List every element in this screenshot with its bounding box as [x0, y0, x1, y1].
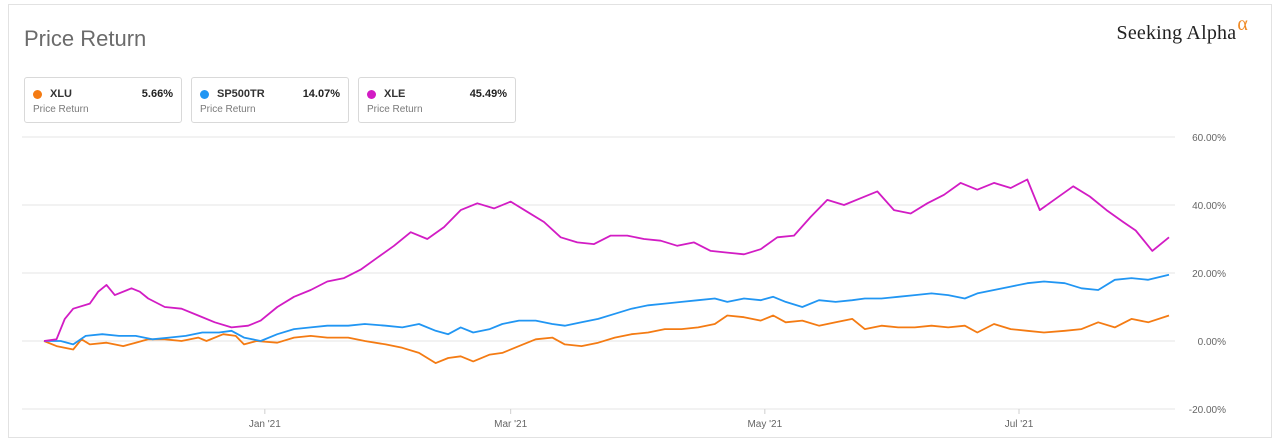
series-dot-icon [367, 89, 376, 99]
y-tick-label: 60.00% [1192, 133, 1226, 144]
series-line-xlu [43, 314, 1170, 364]
legend-value: 45.49% [469, 88, 507, 100]
legend-subtitle: Price Return [33, 104, 89, 115]
legend-symbol: XLE [384, 88, 406, 100]
legend-value: 5.66% [141, 88, 173, 100]
x-tick-label: May '21 [747, 419, 782, 430]
x-tick-label: Jul '21 [1005, 419, 1034, 430]
series-dot-icon [200, 89, 209, 99]
legend-value: 14.07% [302, 88, 340, 100]
legend-subtitle: Price Return [200, 104, 256, 115]
y-tick-label: 40.00% [1192, 201, 1226, 212]
series-line-xle [43, 178, 1170, 342]
y-tick-label: -20.00% [1189, 405, 1226, 416]
legend-card-xlu[interactable]: XLU 5.66% Price Return [24, 77, 182, 123]
series-line-sp500tr [44, 273, 1170, 346]
legend: XLU 5.66% Price Return SP500TR 14.07% Pr… [24, 77, 516, 123]
x-tick-label: Mar '21 [494, 419, 527, 430]
series-dot-icon [33, 89, 42, 99]
page-title: Price Return [24, 26, 147, 51]
legend-card-sp500tr[interactable]: SP500TR 14.07% Price Return [191, 77, 349, 123]
legend-subtitle: Price Return [367, 104, 423, 115]
y-tick-label: 0.00% [1198, 337, 1226, 348]
brand-text: Seeking Alpha [1116, 22, 1237, 44]
legend-symbol: XLU [50, 88, 72, 100]
legend-symbol: SP500TR [217, 88, 265, 100]
alpha-icon: α [1237, 13, 1248, 35]
chart-frame [8, 4, 1272, 438]
legend-card-xle[interactable]: XLE 45.49% Price Return [358, 77, 516, 123]
brand-logo: Seeking Alphaα [1116, 13, 1249, 45]
x-tick-label: Jan '21 [249, 419, 281, 430]
y-tick-label: 20.00% [1192, 269, 1226, 280]
